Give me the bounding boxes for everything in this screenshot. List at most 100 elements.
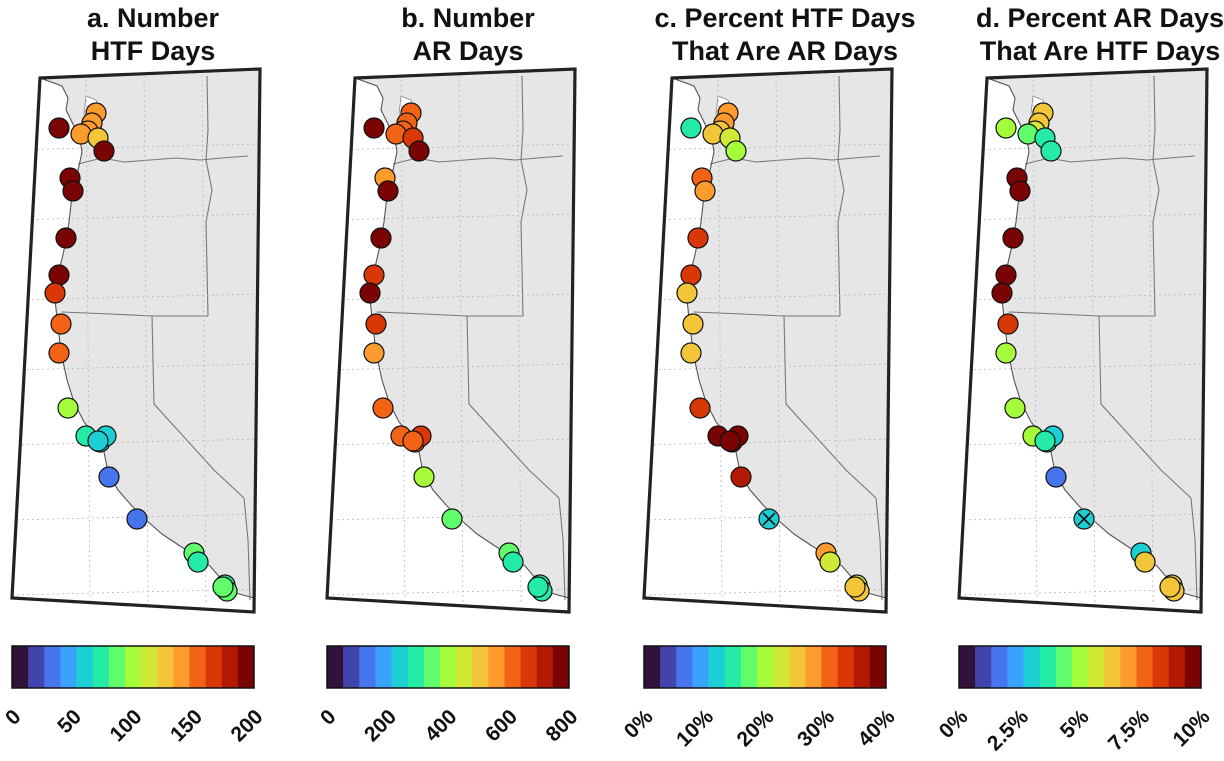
- colorbar-swatch: [991, 646, 1008, 688]
- site-marker: [187, 551, 209, 573]
- site-marker: [1004, 397, 1026, 419]
- map-panel-ar-days: b. Number AR Days 0 200 400 600 800: [315, 0, 621, 761]
- colorbar-swatch: [1039, 646, 1057, 688]
- colorbar-swatch: [1168, 646, 1186, 688]
- colorbar-swatch: [959, 646, 976, 688]
- site-marker: [682, 313, 704, 335]
- map-figure: 0% 2.5% 5% 7.5% 10%: [935, 67, 1215, 755]
- colorbar-tick-label: 800: [541, 705, 582, 746]
- colorbar-swatch: [359, 646, 376, 688]
- graticule-meridian: [1148, 69, 1154, 606]
- colorbar-swatch: [189, 646, 206, 688]
- panel-title-line-2: AR Days: [412, 36, 524, 66]
- map-frame: [10, 67, 262, 614]
- state-border-or-id: [1152, 159, 1160, 317]
- site-marker: [50, 313, 72, 335]
- colorbar-swatch: [975, 646, 992, 688]
- colorbar-swatch: [552, 646, 570, 688]
- graticule-parallel: [327, 513, 575, 521]
- colorbar-swatch: [173, 646, 190, 688]
- panel-title: d. Percent AR Days That Are HTF Days: [947, 2, 1224, 68]
- site-marker: [365, 313, 387, 335]
- colorbar-tick-label: 600: [481, 705, 522, 746]
- graticule-meridian: [1090, 69, 1096, 606]
- colorbar-swatch: [1071, 646, 1089, 688]
- colorbar-swatch: [391, 646, 409, 688]
- graticule: [327, 69, 575, 606]
- panel-title-line-1: d. Percent AR Days: [975, 3, 1224, 33]
- colorbar-swatch: [789, 646, 806, 688]
- site-marker: [370, 227, 392, 249]
- graticule-meridian: [775, 69, 781, 606]
- graticule-parallel: [959, 363, 1207, 371]
- site-marker: [527, 576, 549, 598]
- site-marker: [48, 264, 70, 286]
- site-marker: [98, 466, 120, 488]
- colorbar-swatch: [756, 646, 774, 688]
- graticule-meridian: [143, 69, 149, 606]
- state-border-ca-nv: [466, 315, 560, 499]
- map-layers: [327, 69, 575, 606]
- state-border-or-ca: [693, 311, 840, 317]
- map-panel-percent-htf-ar: c. Percent HTF Days That Are AR Days 0% 1…: [620, 0, 938, 761]
- colorbar-tick-label: 10%: [1169, 705, 1215, 751]
- site-marker: [377, 180, 399, 202]
- site-marker: [1134, 551, 1156, 573]
- state-border-wa-id: [1152, 75, 1156, 161]
- colorbar-swatch: [692, 646, 709, 688]
- state-border-wa-id: [837, 75, 841, 161]
- colorbar-tick-label: 0%: [935, 705, 973, 743]
- colorbar-swatch: [1104, 646, 1121, 688]
- colorbar-swatch: [837, 646, 855, 688]
- panel-title-line-1: b. Number: [401, 3, 535, 33]
- graticule-parallel: [644, 513, 892, 521]
- graticule-parallel: [12, 513, 260, 521]
- site-marker: [363, 117, 385, 139]
- colorbar-tick-label: 50: [53, 705, 86, 738]
- state-border-ca-az: [558, 497, 566, 601]
- graticule-parallel: [327, 438, 575, 446]
- colorbar: 0% 10% 20% 30% 40%: [620, 645, 900, 751]
- graticule-meridian: [458, 69, 464, 606]
- colorbar-swatch: [708, 646, 726, 688]
- site-marker: [1002, 227, 1024, 249]
- colorbar-swatch: [1055, 646, 1073, 688]
- colorbar-tick-label: 2.5%: [983, 705, 1033, 755]
- panel-title-line-2: That Are AR Days: [671, 36, 899, 66]
- colorbar-tick-label: 200: [226, 705, 267, 746]
- graticule-parallel: [12, 213, 260, 221]
- graticule-parallel: [644, 213, 892, 221]
- site-marker: [680, 264, 702, 286]
- site-marker: [372, 397, 394, 419]
- colorbar-swatch: [439, 646, 457, 688]
- panel-title-line-2: That Are HTF Days: [979, 36, 1221, 66]
- colorbar-swatch: [520, 646, 538, 688]
- colorbar-swatch: [124, 646, 142, 688]
- colorbar-swatch: [1023, 646, 1041, 688]
- site-marker: [87, 430, 109, 452]
- graticule-parallel: [959, 143, 1207, 151]
- colorbar-tick-label: 200: [360, 705, 401, 746]
- colorbar-swatch: [1136, 646, 1153, 688]
- site-marker: [408, 140, 430, 162]
- site-marker: [991, 282, 1013, 304]
- colorbar-outline: [643, 645, 887, 689]
- site-marker: [363, 264, 385, 286]
- graticule-meridian: [717, 69, 723, 606]
- graticule-meridian: [1032, 69, 1038, 606]
- colorbar-tick-label: 10%: [672, 705, 718, 751]
- state-border-ca-nv: [783, 315, 877, 499]
- site-marker: [48, 342, 70, 364]
- map-figure: 0% 10% 20% 30% 40%: [620, 67, 900, 751]
- site-marker: [730, 466, 752, 488]
- colorbar-tick-label: 40%: [854, 705, 900, 751]
- colorbar-swatch: [773, 646, 790, 688]
- site-marker: [55, 227, 77, 249]
- site-marker: [676, 282, 698, 304]
- site-marker: [1034, 430, 1056, 452]
- site-marker: [725, 140, 747, 162]
- site-marker: [719, 430, 741, 452]
- cross-marker: [762, 512, 776, 526]
- state-border-or-id: [205, 159, 213, 317]
- map-figure: 0 50 100 150 200: [1, 67, 268, 746]
